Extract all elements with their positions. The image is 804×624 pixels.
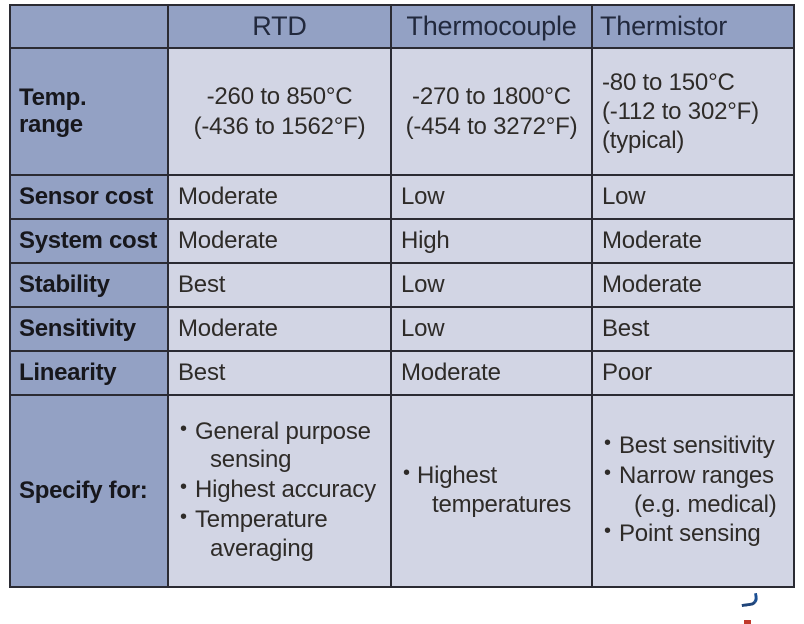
table-row: Sensor cost Moderate Low Low bbox=[9, 174, 795, 220]
cell-sensor-cost-thermistor: Low bbox=[591, 174, 795, 220]
bullet-text: Highest accuracy bbox=[195, 476, 376, 504]
cell-stability-rtd: Best bbox=[167, 262, 392, 308]
bullet-text: Highest bbox=[417, 461, 497, 489]
list-item: Temperature averaging bbox=[180, 505, 386, 564]
cell-line: (-436 to 1562°F) bbox=[193, 112, 366, 140]
bullet-list: Best sensitivity Narrow ranges (e.g. med… bbox=[602, 431, 789, 549]
table-row: Linearity Best Moderate Poor bbox=[9, 350, 795, 396]
cell-system-cost-rtd: Moderate bbox=[167, 218, 392, 264]
row-label-temp-range: Temp. range bbox=[9, 47, 169, 176]
row-label-specify-for: Specify for: bbox=[9, 394, 169, 588]
bullet-text: Narrow ranges bbox=[619, 461, 774, 489]
cell-sensitivity-thermocouple: Low bbox=[390, 306, 593, 352]
list-item: Narrow ranges (e.g. medical) bbox=[604, 461, 789, 520]
cell-line: -80 to 150°C bbox=[602, 68, 735, 96]
cell-line: (typical) bbox=[602, 127, 685, 155]
cell-system-cost-thermistor: Moderate bbox=[591, 218, 795, 264]
cell-line: -270 to 1800°C bbox=[412, 83, 571, 111]
bullet-text: Temperature bbox=[195, 505, 328, 533]
row-label-line: range bbox=[19, 110, 83, 138]
list-item: Highest temperatures bbox=[403, 461, 587, 520]
cell-line: -260 to 850°C bbox=[206, 83, 353, 111]
header-rtd: RTD bbox=[167, 4, 392, 49]
sensor-comparison-table: RTD Thermocouple Thermistor Temp. range … bbox=[9, 4, 795, 588]
bullet-text-cont: (e.g. medical) bbox=[634, 490, 777, 518]
cell-temp-range-thermistor: -80 to 150°C (-112 to 302°F) (typical) bbox=[591, 47, 795, 176]
cell-stability-thermistor: Moderate bbox=[591, 262, 795, 308]
bullet-list: General purpose sensing Highest accuracy… bbox=[178, 417, 386, 564]
bullet-text: Best sensitivity bbox=[619, 431, 775, 459]
row-label-system-cost: System cost bbox=[9, 218, 169, 264]
cell-stability-thermocouple: Low bbox=[390, 262, 593, 308]
cell-linearity-rtd: Best bbox=[167, 350, 392, 396]
bullet-text-cont: averaging bbox=[210, 534, 314, 562]
bullet-list: Highest temperatures bbox=[401, 461, 587, 520]
row-label-stability: Stability bbox=[9, 262, 169, 308]
header-corner-cell bbox=[9, 4, 169, 49]
cell-specify-thermistor: Best sensitivity Narrow ranges (e.g. med… bbox=[591, 394, 795, 588]
cell-specify-thermocouple: Highest temperatures bbox=[390, 394, 593, 588]
cell-linearity-thermocouple: Moderate bbox=[390, 350, 593, 396]
table-row: Temp. range -260 to 850°C (-436 to 1562°… bbox=[9, 47, 795, 176]
bullet-text-cont: sensing bbox=[210, 446, 292, 474]
row-label-sensitivity: Sensitivity bbox=[9, 306, 169, 352]
list-item: Best sensitivity bbox=[604, 431, 789, 461]
bullet-text: General purpose bbox=[195, 417, 371, 445]
cell-temp-range-thermocouple: -270 to 1800°C (-454 to 3272°F) bbox=[390, 47, 593, 176]
cell-temp-range-rtd: -260 to 850°C (-436 to 1562°F) bbox=[167, 47, 392, 176]
cell-sensor-cost-thermocouple: Low bbox=[390, 174, 593, 220]
row-label-sensor-cost: Sensor cost bbox=[9, 174, 169, 220]
header-thermocouple: Thermocouple bbox=[390, 4, 593, 49]
table-row: Specify for: General purpose sensing Hig… bbox=[9, 394, 795, 588]
cell-sensitivity-rtd: Moderate bbox=[167, 306, 392, 352]
bullet-text: Point sensing bbox=[619, 520, 761, 548]
bullet-text-cont: temperatures bbox=[432, 490, 571, 518]
cell-system-cost-thermocouple: High bbox=[390, 218, 593, 264]
cell-sensitivity-thermistor: Best bbox=[591, 306, 795, 352]
row-label-line: Temp. bbox=[19, 83, 87, 111]
cell-specify-rtd: General purpose sensing Highest accuracy… bbox=[167, 394, 392, 588]
list-item: General purpose sensing bbox=[180, 417, 386, 476]
table-row: Stability Best Low Moderate bbox=[9, 262, 795, 308]
scan-artifact-dot bbox=[744, 620, 751, 624]
row-label-linearity: Linearity bbox=[9, 350, 169, 396]
header-thermistor: Thermistor bbox=[591, 4, 795, 49]
cell-line: (-454 to 3272°F) bbox=[405, 112, 578, 140]
cell-line: (-112 to 302°F) bbox=[602, 97, 759, 125]
list-item: Highest accuracy bbox=[180, 475, 386, 505]
cell-sensor-cost-rtd: Moderate bbox=[167, 174, 392, 220]
list-item: Point sensing bbox=[604, 519, 789, 549]
table-header-row: RTD Thermocouple Thermistor bbox=[9, 4, 795, 49]
table-row: System cost Moderate High Moderate bbox=[9, 218, 795, 264]
table-row: Sensitivity Moderate Low Best bbox=[9, 306, 795, 352]
scan-artifact-curve bbox=[740, 592, 759, 608]
cell-linearity-thermistor: Poor bbox=[591, 350, 795, 396]
